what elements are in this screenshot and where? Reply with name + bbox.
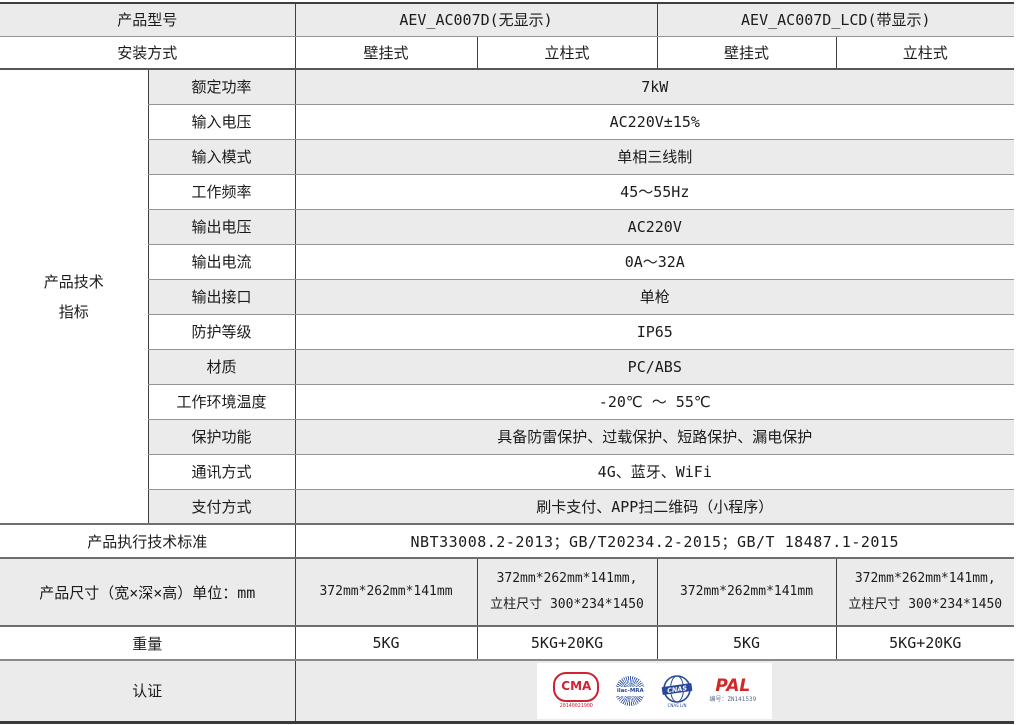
- tech-section-line1: 产品技术: [43, 272, 104, 291]
- spec-value: 7kW: [294, 69, 1015, 105]
- table-row-spec: 保护功能 具备防雷保护、过载保护、短路保护、漏电保护: [0, 419, 1015, 455]
- spec-name: 输出电流: [147, 244, 296, 280]
- dimensions-line: 372mm*262mm*141mm: [679, 584, 814, 599]
- dimensions-line: 372mm*262mm*141mm,: [496, 571, 638, 586]
- standard-label: 产品执行技术标准: [0, 524, 296, 559]
- install-type-2: 立柱式: [476, 36, 658, 70]
- spec-value: 单枪: [294, 279, 1015, 315]
- weight-label: 重量: [0, 626, 296, 661]
- spec-name: 输出接口: [147, 279, 296, 315]
- install-type-1: 壁挂式: [294, 36, 478, 70]
- dimensions-value-3: 372mm*262mm*141mm: [656, 558, 837, 627]
- spec-name: 支付方式: [147, 489, 296, 525]
- table-row-spec: 输入模式 单相三线制: [0, 139, 1015, 175]
- table-row-spec: 材质 PC/ABS: [0, 349, 1015, 385]
- pal-icon: PAL: [715, 676, 751, 697]
- table-row-weight: 重量 5KG 5KG+20KG 5KG 5KG+20KG: [0, 626, 1015, 661]
- spec-name: 输入电压: [147, 104, 296, 140]
- spec-value: AC220V: [294, 209, 1015, 245]
- install-type-3: 壁挂式: [656, 36, 837, 70]
- spec-value: 具备防雷保护、过载保护、短路保护、漏电保护: [294, 419, 1015, 455]
- ilac-mra-label: ilac-MRA: [614, 686, 647, 696]
- spec-name: 通讯方式: [147, 454, 296, 490]
- spec-value: 45～55Hz: [294, 174, 1015, 210]
- spec-value: IP65: [294, 314, 1015, 350]
- ilac-mra-logo: ilac-MRA: [614, 675, 647, 706]
- spec-value: 单相三线制: [294, 139, 1015, 175]
- cma-icon: CMA: [553, 672, 600, 703]
- tech-section-line2: 指标: [58, 302, 89, 321]
- table-row-standard: 产品执行技术标准 NBT33008.2-2013；GB/T20234.2-201…: [0, 524, 1015, 559]
- cnas-icon: CNAS CNAS L/N: [662, 674, 693, 708]
- spec-name: 保护功能: [147, 419, 296, 455]
- cnas-logo: CNAS CNAS L/N: [661, 674, 693, 708]
- table-row-spec: 产品技术 指标 额定功率 7kW: [0, 69, 1015, 525]
- spec-name: 工作频率: [147, 174, 296, 210]
- spec-name: 输出电压: [147, 209, 296, 245]
- dimensions-value-4: 372mm*262mm*141mm, 立柱尺寸 300*234*1450: [835, 558, 1015, 627]
- weight-value-4: 5KG+20KG: [835, 626, 1015, 661]
- spec-value: 0A～32A: [294, 244, 1015, 280]
- table-row-spec: 通讯方式 4G、蓝牙、WiFi: [0, 454, 1015, 490]
- certification-logo-plate: CMA 2014002190D ilac-MRA CNAS CNA: [537, 662, 773, 719]
- table-row-spec: 防护等级 IP65: [0, 314, 1015, 350]
- model-1-value: AEV_AC007D(无显示): [294, 3, 658, 37]
- ilac-mra-icon: ilac-MRA: [614, 675, 647, 706]
- dimensions-label: 产品尺寸（宽×深×高）单位：mm: [0, 558, 296, 627]
- spec-value: 刷卡支付、APP扫二维码（小程序）: [294, 489, 1015, 525]
- cma-cert-number: 2014002190D: [559, 703, 593, 710]
- dimensions-line: 372mm*262mm*141mm,: [854, 571, 996, 586]
- spec-value: -20℃ ～ 55℃: [294, 384, 1015, 420]
- table-row-spec: 工作频率 45～55Hz: [0, 174, 1015, 210]
- spec-name: 输入模式: [147, 139, 296, 175]
- model-label: 产品型号: [0, 3, 296, 37]
- table-row-certification: 认证 CMA 2014002190D ilac-MRA: [0, 660, 1015, 722]
- table-row-model: 产品型号 AEV_AC007D(无显示) AEV_AC007D_LCD(带显示): [0, 3, 1015, 37]
- spec-name: 工作环境温度: [147, 384, 296, 420]
- cma-logo: CMA 2014002190D: [553, 672, 600, 710]
- spec-value: PC/ABS: [294, 349, 1015, 385]
- pal-logo: PAL 编号：ZN141539: [709, 677, 756, 704]
- dimensions-value-1: 372mm*262mm*141mm: [294, 558, 478, 627]
- svg-text:CNAS L/N: CNAS L/N: [668, 703, 687, 708]
- table-row-spec: 输出接口 单枪: [0, 279, 1015, 315]
- spec-name: 防护等级: [147, 314, 296, 350]
- table-row-spec: 工作环境温度 -20℃ ～ 55℃: [0, 384, 1015, 420]
- tech-section-label: 产品技术 指标: [0, 69, 148, 525]
- svg-text:CNAS: CNAS: [667, 684, 688, 695]
- certification-label: 认证: [132, 682, 163, 701]
- table-row-install: 安装方式 壁挂式 立柱式 壁挂式 立柱式: [0, 36, 1015, 70]
- install-label: 安装方式: [0, 36, 296, 70]
- certification-logos-cell: CMA 2014002190D ilac-MRA CNAS CNA: [294, 660, 1015, 722]
- dimensions-line: 立柱尺寸 300*234*1450: [848, 597, 1003, 612]
- dimensions-value-2: 372mm*262mm*141mm, 立柱尺寸 300*234*1450: [476, 558, 658, 627]
- table-row-spec: 输入电压 AC220V±15%: [0, 104, 1015, 140]
- table-row-spec: 输出电流 0A～32A: [0, 244, 1015, 280]
- weight-value-1: 5KG: [294, 626, 478, 661]
- table-row-spec: 支付方式 刷卡支付、APP扫二维码（小程序）: [0, 489, 1015, 525]
- weight-value-2: 5KG+20KG: [476, 626, 658, 661]
- dimensions-line: 372mm*262mm*141mm: [319, 584, 453, 599]
- model-2-value: AEV_AC007D_LCD(带显示): [656, 3, 1015, 37]
- install-type-4: 立柱式: [835, 36, 1015, 70]
- weight-value-3: 5KG: [656, 626, 837, 661]
- table-row-dimensions: 产品尺寸（宽×深×高）单位：mm 372mm*262mm*141mm 372mm…: [0, 558, 1015, 627]
- spec-name: 材质: [147, 349, 296, 385]
- spec-name: 额定功率: [147, 69, 296, 105]
- spec-value: AC220V±15%: [294, 104, 1015, 140]
- table-row-spec: 输出电压 AC220V: [0, 209, 1015, 245]
- spec-value: 4G、蓝牙、WiFi: [294, 454, 1015, 490]
- standard-value: NBT33008.2-2013；GB/T20234.2-2015；GB/T 18…: [294, 524, 1015, 559]
- dimensions-line: 立柱尺寸 300*234*1450: [490, 597, 644, 612]
- pal-cert-number: 编号：ZN141539: [709, 696, 757, 704]
